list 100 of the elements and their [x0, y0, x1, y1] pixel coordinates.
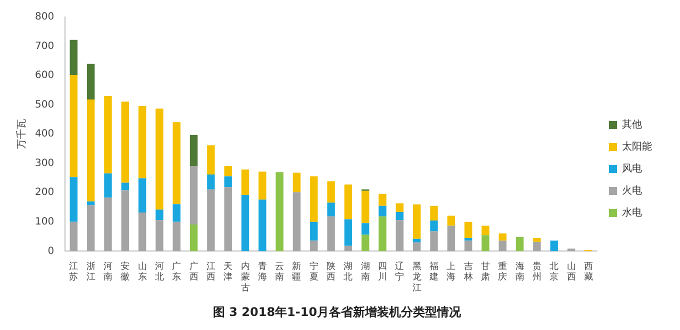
x-tick-label: 江西	[206, 260, 216, 283]
x-tick-label: 广西	[189, 260, 198, 283]
bar	[498, 240, 506, 252]
x-tick-label: 辽宁	[395, 260, 404, 283]
bar	[310, 222, 318, 241]
x-tick-label: 贵州	[532, 260, 542, 283]
x-tick-label: 江苏	[69, 260, 78, 283]
bar	[156, 210, 164, 220]
bar	[104, 198, 112, 252]
bar	[258, 172, 266, 200]
bar	[172, 222, 180, 252]
bar	[138, 106, 146, 178]
bar	[396, 203, 404, 212]
bar	[104, 96, 112, 174]
x-tick-label: 海南	[515, 260, 524, 283]
bar	[362, 190, 370, 224]
bar	[207, 189, 215, 252]
bar	[327, 216, 335, 252]
bar	[172, 204, 180, 222]
bar	[362, 223, 370, 235]
bar	[224, 176, 232, 188]
x-tick-label: 河北	[154, 260, 164, 283]
bar	[292, 172, 301, 192]
bar	[121, 102, 130, 183]
bar	[258, 200, 266, 252]
x-tick-label: 内蒙古	[240, 260, 250, 294]
bar	[121, 182, 130, 190]
x-tick-label: 西藏	[584, 262, 593, 283]
bar	[190, 224, 198, 252]
bar	[327, 202, 335, 216]
bar	[224, 166, 232, 176]
x-tick-label: 四川	[378, 262, 388, 283]
bar	[104, 173, 112, 198]
bar	[276, 172, 284, 252]
x-tick-label: 河南	[103, 260, 112, 283]
legend-label: 太阳能	[622, 140, 652, 153]
bar	[396, 220, 404, 252]
bar	[430, 231, 438, 252]
y-tick-label: 300	[34, 158, 54, 169]
y-tick-label: 400	[34, 128, 54, 140]
legend-label: 风电	[622, 162, 642, 175]
bar	[482, 226, 490, 236]
bar	[533, 238, 541, 242]
bar	[207, 174, 215, 190]
bar	[156, 220, 164, 252]
x-tick-label: 黑龙江	[412, 260, 422, 294]
bar	[412, 204, 421, 239]
y-tick-label: 200	[34, 187, 54, 198]
x-tick-label: 山东	[138, 260, 147, 283]
x-tick-label: 云南	[275, 262, 284, 283]
bar	[344, 184, 352, 220]
bar	[86, 64, 95, 100]
bar	[292, 192, 301, 252]
bar	[310, 240, 318, 252]
bar	[396, 212, 404, 220]
bar	[70, 222, 78, 252]
bar	[327, 181, 335, 203]
bar	[378, 216, 386, 252]
bar	[362, 234, 370, 252]
x-tick-label: 重庆	[498, 260, 508, 283]
bar	[430, 206, 438, 220]
bar	[378, 194, 386, 206]
y-tick-label: 500	[34, 99, 54, 110]
bar	[378, 206, 386, 216]
legend-label: 火电	[622, 184, 642, 197]
x-tick-label: 山西	[566, 260, 576, 283]
bar	[138, 178, 146, 213]
x-tick-label: 陕西	[326, 260, 336, 283]
bar	[190, 134, 198, 166]
bar	[207, 145, 215, 174]
y-tick-label: 100	[34, 216, 54, 228]
bar	[464, 222, 472, 238]
x-tick-label: 吉林	[462, 260, 473, 283]
y-tick-label: 600	[34, 70, 54, 82]
x-tick-label: 天津	[224, 260, 233, 283]
x-tick-label: 广东	[172, 260, 182, 283]
text: 图 3 2018年1-10月各省新增装机分类型情况	[212, 304, 462, 319]
y-tick-label: 700	[34, 40, 54, 52]
x-tick-label: 上海	[446, 260, 456, 283]
bar	[447, 226, 456, 252]
bar	[533, 242, 541, 252]
bar	[344, 219, 352, 246]
legend-label: 水电	[622, 206, 642, 219]
bar	[464, 240, 472, 252]
x-tick-label: 新疆	[292, 260, 302, 283]
bar	[482, 235, 490, 252]
bar	[172, 122, 180, 204]
x-tick-label: 青海	[258, 260, 267, 283]
bar	[412, 242, 421, 252]
bar	[498, 233, 506, 241]
x-tick-label: 北京	[550, 260, 559, 283]
bar	[70, 40, 78, 75]
x-tick-label: 安徽	[120, 260, 130, 283]
legend-label: 其他	[622, 118, 642, 131]
x-tick-label: 湖南	[360, 260, 370, 283]
bar	[156, 108, 164, 210]
y-tick-label: 800	[34, 12, 54, 23]
bar	[190, 166, 198, 225]
bar	[70, 177, 78, 222]
bar	[138, 212, 146, 252]
